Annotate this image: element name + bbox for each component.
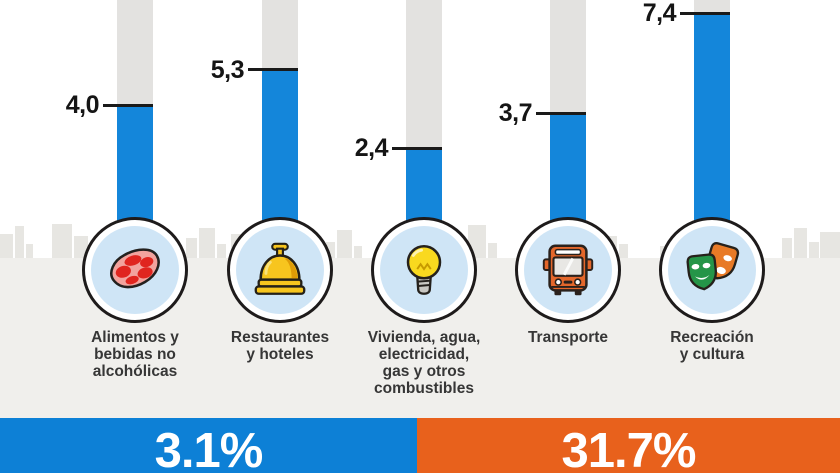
category-label: Recreación y cultura (670, 329, 754, 363)
bar-value-label: 7,4 (642, 0, 677, 28)
light-bulb-icon (380, 226, 468, 314)
footer-left-percentage: 3.1% (154, 424, 264, 473)
bar-column: 5,3 Restaurantes y hoteles (200, 0, 360, 473)
category-icon-badge (82, 217, 188, 323)
skyline-building (186, 238, 197, 258)
value-tick-line (536, 111, 586, 115)
footer-left-block: 3.1% (0, 418, 417, 473)
value-tick-line (248, 68, 298, 72)
category-label: Transporte (527, 329, 609, 346)
skyline-building (337, 230, 352, 258)
skyline-building (52, 224, 72, 258)
skyline-building (15, 226, 24, 258)
value-tick-line (680, 11, 730, 15)
bar (550, 113, 586, 222)
category-label: Vivienda, agua, electricidad, gas y otro… (367, 329, 481, 397)
bar (262, 69, 298, 222)
bar-column: 7,4 Recreación y cultura (632, 0, 792, 473)
category-icon-badge (227, 217, 333, 323)
bar-value-label: 5,3 (210, 55, 245, 84)
bar-column: 2,4 Vivienda, agua, electricidad, gas y … (344, 0, 504, 473)
service-bell-icon (236, 226, 324, 314)
bar-value-label: 3,7 (498, 98, 533, 127)
skyline-building (619, 244, 628, 258)
value-tick-line (392, 146, 442, 150)
skyline-building (217, 244, 226, 258)
footer-right-block: 31.7% (417, 418, 840, 473)
bar-column: 4,0 Alimentos y bebidas no alcohólicas (55, 0, 215, 473)
skyline-building (794, 228, 807, 258)
skyline-building (0, 234, 13, 258)
skyline-building (26, 244, 33, 258)
meat-icon (91, 226, 179, 314)
value-tick-line (103, 103, 153, 107)
theater-masks-icon (668, 226, 756, 314)
category-icon-badge (659, 217, 765, 323)
category-label: Restaurantes y hoteles (230, 329, 330, 363)
skyline-building (354, 246, 362, 258)
category-label: Alimentos y bebidas no alcohólicas (91, 329, 179, 380)
footer-right-percentage: 31.7% (561, 424, 697, 473)
skyline-building (488, 243, 497, 258)
skyline-building (326, 242, 335, 258)
bar (694, 13, 730, 222)
bar (406, 148, 442, 222)
bus-icon (524, 226, 612, 314)
skyline-building (809, 242, 819, 258)
footer-strip: 3.1% 31.7% (0, 418, 840, 473)
bar-value-label: 2,4 (354, 134, 389, 163)
skyline-building (820, 232, 840, 258)
bar-column: 3,7 Transporte (488, 0, 648, 473)
bar (117, 105, 153, 222)
category-icon-badge (371, 217, 477, 323)
skyline-building (782, 238, 792, 258)
category-icon-badge (515, 217, 621, 323)
skyline-building (199, 228, 215, 258)
bar-value-label: 4,0 (65, 90, 100, 119)
